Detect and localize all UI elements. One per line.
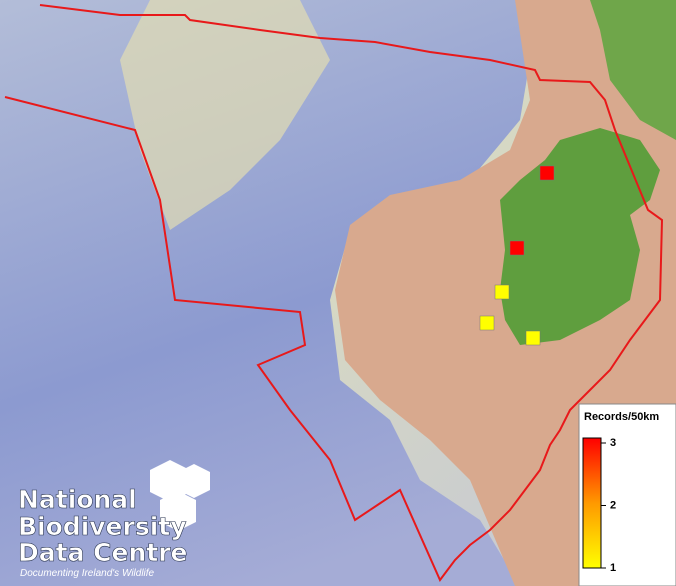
britain — [590, 0, 676, 140]
logo-tagline: Documenting Ireland's Wildlife — [20, 568, 155, 579]
records — [479, 165, 555, 346]
ireland — [500, 128, 660, 345]
record-square — [525, 330, 541, 346]
bank — [120, 0, 330, 230]
record-square — [539, 165, 555, 181]
legend-bar — [582, 437, 602, 569]
legend-ticks: 3 2 1 — [601, 437, 616, 574]
legend-tick-label: 1 — [610, 562, 616, 574]
legend-tick-label: 3 — [610, 437, 616, 449]
logo-line: Data Centre — [18, 538, 187, 567]
logo-icon — [150, 460, 210, 531]
boundary — [4, 4, 664, 582]
record-square — [494, 284, 510, 300]
logo-line: Biodiversity — [18, 512, 187, 541]
record-square — [509, 240, 525, 256]
record-square — [479, 315, 495, 331]
logo-line: National — [18, 485, 137, 514]
legend-title: Records/50km — [584, 411, 659, 423]
legend-tick-label: 2 — [610, 499, 616, 511]
